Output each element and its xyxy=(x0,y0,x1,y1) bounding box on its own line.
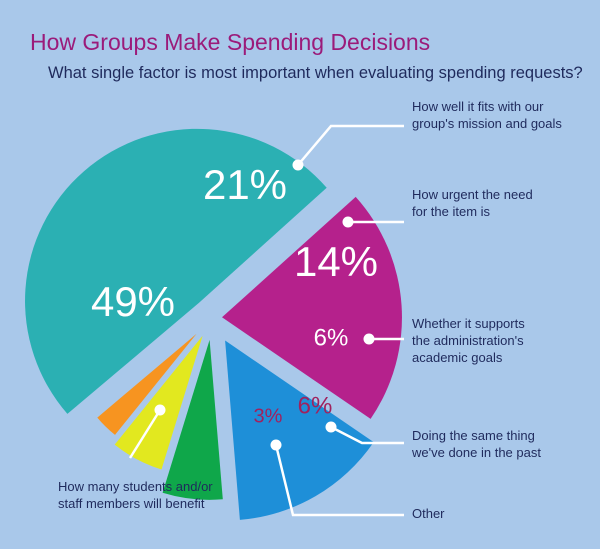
callout-label: Doing the same thing we've done in the pa… xyxy=(411,428,541,460)
slice-value-label: 49% xyxy=(91,278,175,325)
slice-value-label: 6% xyxy=(314,324,349,351)
callout-connector-line xyxy=(330,425,404,445)
chart-subtitle: What single factor is most important whe… xyxy=(48,64,583,82)
callout-label: How many students and/or staff members wi… xyxy=(58,479,213,511)
callout-label-line: staff members will benefit xyxy=(58,496,205,511)
callout-label-line: How urgent the need xyxy=(412,187,533,202)
callout-dot xyxy=(270,439,282,451)
pie-slice xyxy=(114,335,203,470)
slice-value-label: 6% xyxy=(298,392,333,419)
callout-dot xyxy=(342,216,354,228)
pie-slice xyxy=(97,333,197,435)
callout-label: Whether it supports the administration's a… xyxy=(412,316,525,365)
callout-label-line: Other xyxy=(412,506,445,521)
callout-connectors xyxy=(128,124,404,517)
slice-value-labels: 21%14% 6% 6% 3% 49% xyxy=(91,161,378,427)
slice-value-label: 3% xyxy=(254,405,283,427)
callout-label-line: academic goals xyxy=(412,350,503,365)
callout-dot xyxy=(154,404,166,416)
callout-connector-line xyxy=(128,409,162,459)
pie-slice xyxy=(225,340,374,520)
callout-label-line: for the item is xyxy=(412,204,491,219)
slice-value-label: 14% xyxy=(294,238,378,285)
callout-label: Other xyxy=(412,506,445,521)
pie-slice xyxy=(162,339,223,500)
callout-label: How urgent the need for the item is xyxy=(412,187,533,219)
callout-label-line: group's mission and goals xyxy=(412,116,562,131)
pie-slice xyxy=(222,196,402,419)
callout-label-line: Doing the same thing xyxy=(412,428,535,443)
callout-label-line: How well it fits with our xyxy=(412,99,544,114)
callout-connector-line xyxy=(297,124,404,166)
callout-labels: How well it fits with our group's mission… xyxy=(58,99,562,521)
chart-title: How Groups Make Spending Decisions xyxy=(30,29,430,55)
callout-label: How well it fits with our group's mission… xyxy=(412,99,562,131)
callout-dot xyxy=(363,333,375,345)
pie-slice xyxy=(25,128,327,414)
callout-dot xyxy=(325,421,337,433)
callout-dot xyxy=(292,159,304,171)
callout-label-line: we've done in the past xyxy=(411,445,541,460)
callout-connector-line xyxy=(274,444,404,517)
callout-label-line: How many students and/or xyxy=(58,479,213,494)
callout-label-line: the administration's xyxy=(412,333,524,348)
callout-label-line: Whether it supports xyxy=(412,316,525,331)
slice-value-label: 21% xyxy=(203,161,287,208)
pie-slices xyxy=(25,128,402,520)
